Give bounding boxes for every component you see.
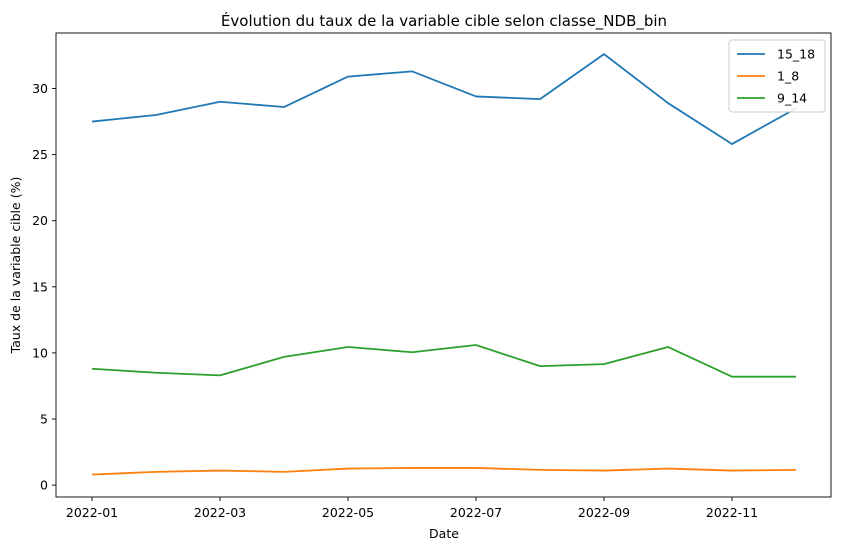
- x-tick-label: 2022-09: [578, 505, 630, 520]
- y-tick-label: 30: [32, 81, 48, 96]
- x-tick-label: 2022-07: [450, 505, 502, 520]
- plot-frame: [55, 32, 832, 498]
- legend-label-1_8: 1_8: [777, 69, 799, 84]
- y-tick-label: 0: [40, 478, 48, 493]
- y-tick-label: 10: [32, 345, 48, 360]
- legend-box: [728, 39, 826, 113]
- series-line-1_8: [91, 467, 797, 476]
- legend-label-15_18: 15_18: [777, 47, 815, 62]
- y-axis-label: Taux de la variable cible (%): [8, 177, 23, 355]
- y-axis: 0 5 10 15 20 25 30: [32, 81, 56, 493]
- series-line-9_14: [91, 344, 796, 378]
- y-tick-label: 15: [32, 279, 48, 294]
- x-tick-label: 2022-01: [66, 505, 118, 520]
- y-tick-label: 5: [40, 412, 48, 427]
- series-line-15_18: [91, 53, 797, 145]
- x-tick-label: 2022-05: [322, 505, 374, 520]
- chart-title: Évolution du taux de la variable cible s…: [221, 11, 667, 31]
- series-lines: [91, 53, 797, 476]
- x-axis: 2022-01 2022-03 2022-05 2022-07 2022-09 2022-…: [66, 497, 758, 520]
- legend-label-9_14: 9_14: [777, 91, 807, 106]
- y-tick-label: 20: [32, 213, 48, 228]
- x-tick-label: 2022-03: [194, 505, 246, 520]
- x-axis-label: Date: [429, 526, 459, 541]
- legend: 15_18 1_8 9_14: [728, 39, 826, 113]
- y-tick-label: 25: [32, 147, 48, 162]
- x-tick-label: 2022-11: [706, 505, 758, 520]
